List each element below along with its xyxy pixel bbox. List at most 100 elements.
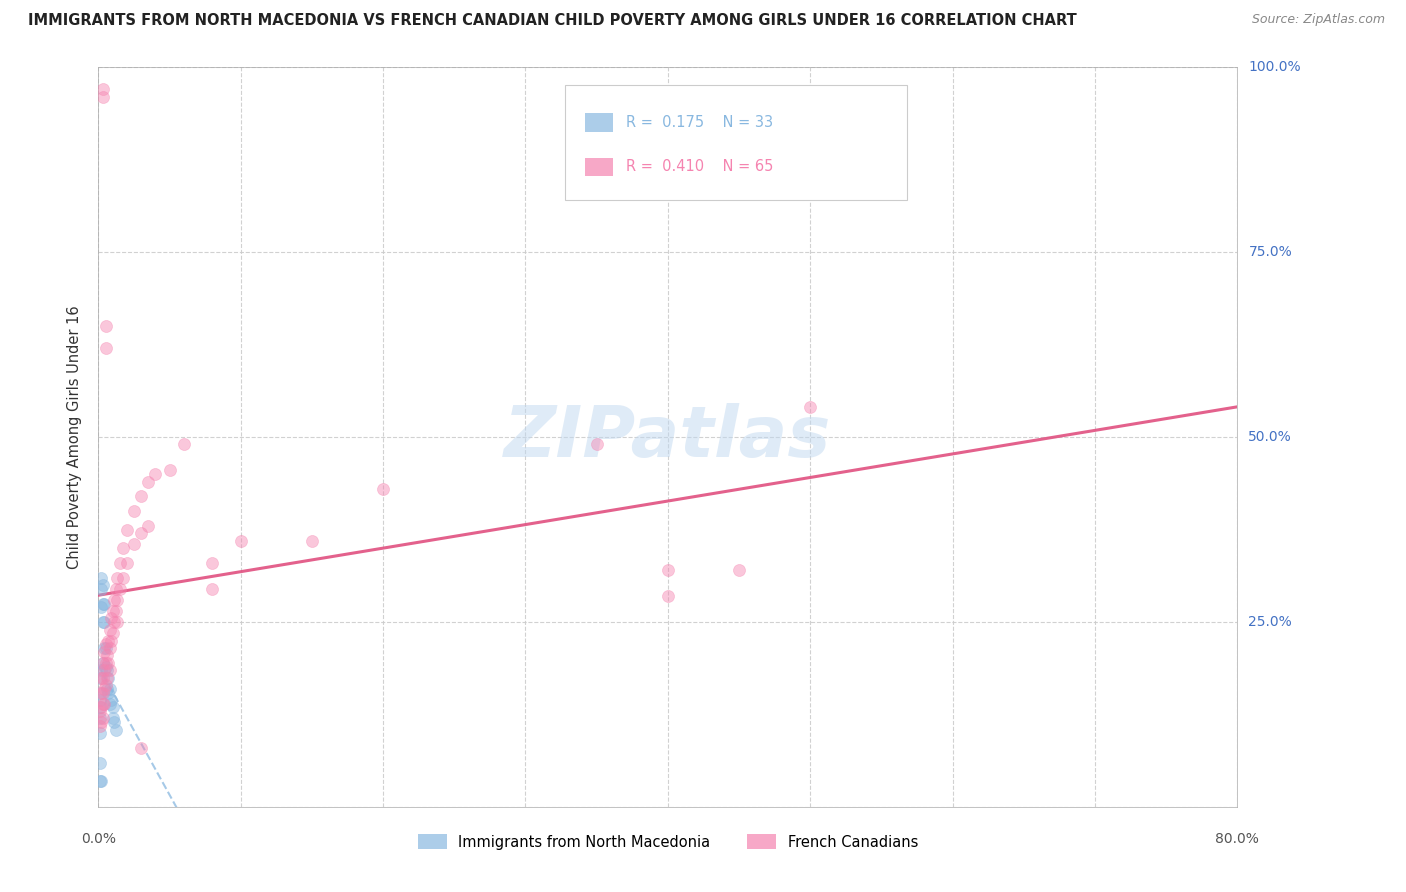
FancyBboxPatch shape [565,86,907,200]
Point [93,681,115,696]
Point [90,685,112,699]
Point [91,89,114,103]
Point [229,533,252,548]
Point [373,482,395,496]
Point [89,774,111,789]
Point [94,318,117,333]
Point [201,556,224,570]
Point [94,678,117,692]
Point [98,663,121,677]
Point [96,648,118,663]
Point [122,504,145,518]
Point [799,401,821,415]
FancyBboxPatch shape [585,158,613,176]
Point [91,711,114,725]
Point [94,656,117,670]
Point [111,541,134,555]
Point [657,589,679,603]
Point [90,700,112,714]
Text: 80.0%: 80.0% [1215,832,1260,847]
Text: R =  0.175    N = 33: R = 0.175 N = 33 [626,115,773,130]
Point [173,437,195,451]
Point [96,663,118,677]
Point [97,671,120,685]
Point [585,437,607,451]
Text: Source: ZipAtlas.com: Source: ZipAtlas.com [1251,13,1385,27]
Point [89,726,111,740]
Point [98,697,121,711]
Point [91,656,114,670]
Point [108,582,131,596]
Point [93,597,115,611]
Point [91,671,114,685]
Point [159,463,181,477]
Point [96,681,118,696]
Point [94,341,117,355]
Point [89,719,111,733]
Point [91,685,114,699]
Point [101,711,124,725]
Text: 25.0%: 25.0% [1249,615,1292,629]
Point [93,663,115,677]
Point [90,715,112,730]
Point [93,697,115,711]
Point [111,571,134,585]
Text: 50.0%: 50.0% [1249,430,1292,444]
Point [93,615,115,630]
Point [91,597,114,611]
Point [94,641,117,656]
Point [98,623,121,637]
Point [91,656,114,670]
Point [94,659,117,673]
Point [96,671,118,685]
Point [90,774,112,789]
Point [89,711,111,725]
Point [100,633,122,648]
Text: 75.0%: 75.0% [1249,245,1292,259]
Point [89,756,111,770]
Point [97,656,120,670]
Point [93,645,115,659]
Point [103,715,125,730]
Text: ZIPatlas: ZIPatlas [505,402,831,472]
Point [97,633,120,648]
Point [93,641,115,656]
Point [104,723,127,737]
Point [105,593,128,607]
Point [105,615,128,630]
Point [101,626,124,640]
Point [104,604,127,618]
Point [105,571,128,585]
Point [104,582,127,596]
Point [129,489,152,503]
Text: 0.0%: 0.0% [82,832,115,847]
Point [90,582,112,596]
Point [97,685,120,699]
Point [103,615,125,630]
Point [89,700,111,714]
Legend: Immigrants from North Macedonia, French Canadians: Immigrants from North Macedonia, French … [412,829,924,855]
Text: R =  0.410    N = 65: R = 0.410 N = 65 [626,160,773,174]
Text: IMMIGRANTS FROM NORTH MACEDONIA VS FRENCH CANADIAN CHILD POVERTY AMONG GIRLS UND: IMMIGRANTS FROM NORTH MACEDONIA VS FRENC… [28,13,1077,29]
Point [129,526,152,541]
Point [101,604,124,618]
Point [145,467,167,482]
Point [103,593,125,607]
Point [91,615,114,630]
FancyBboxPatch shape [585,113,613,132]
Point [108,556,131,570]
Point [89,685,111,699]
Point [301,533,323,548]
Point [100,693,122,707]
Y-axis label: Child Poverty Among Girls Under 16: Child Poverty Among Girls Under 16 [67,305,83,569]
Point [100,611,122,625]
Point [115,556,138,570]
Point [91,697,114,711]
Point [90,671,112,685]
Point [89,671,111,685]
Point [94,637,117,651]
Point [90,600,112,615]
Point [728,563,751,577]
Point [136,519,159,533]
Point [101,700,124,714]
